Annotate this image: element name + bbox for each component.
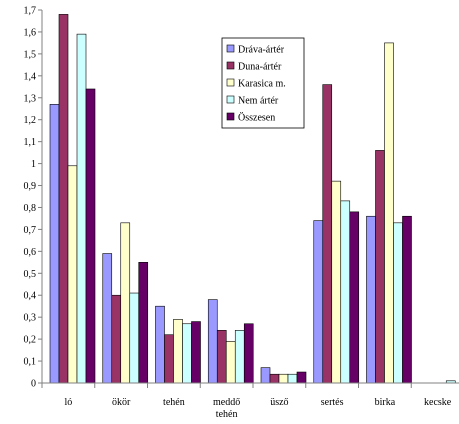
x-tick-label: ökör — [112, 397, 131, 408]
bar-1-5 — [260, 367, 271, 384]
y-tick-label: 0,7 — [24, 225, 37, 236]
x-tick-label: tehén — [163, 397, 185, 408]
bar-4-2 — [129, 292, 140, 384]
y-tick-label: 1,2 — [24, 115, 37, 126]
bar-4-3 — [182, 323, 192, 384]
bar-3-5 — [278, 373, 289, 384]
bar-1-2 — [102, 253, 113, 384]
bar-4-4 — [234, 330, 245, 384]
bars-layer — [49, 14, 456, 384]
x-tick-label: meddő tehén — [213, 397, 240, 420]
bar-5-1 — [85, 88, 96, 384]
bar-3-7 — [384, 42, 394, 384]
bar-4-6 — [340, 200, 351, 384]
bar-1-1 — [49, 104, 60, 384]
y-tick-label: 0,1 — [24, 357, 37, 368]
y-tick-label: 0,5 — [24, 269, 37, 280]
bar-3-1 — [67, 165, 78, 384]
x-tick-label: kecske — [424, 397, 452, 408]
legend-label: Dráva-ártér — [238, 45, 285, 56]
y-tick-label: 0,8 — [24, 203, 37, 214]
y-tick-label: 1,7 — [24, 6, 37, 17]
bar-1-3 — [155, 305, 165, 384]
bar-5-4 — [243, 323, 254, 384]
legend-swatch — [226, 112, 235, 121]
y-tick-label: 0,3 — [24, 313, 37, 324]
bar-5-7 — [402, 215, 412, 384]
legend: Dráva-ártér Duna-ártér Karasica m. Nem árté… — [221, 37, 305, 129]
bar-5-3 — [191, 321, 201, 384]
y-tick-label: 1,1 — [24, 137, 37, 148]
x-tick-label: sertés — [321, 397, 344, 408]
y-tick-label: 1,4 — [24, 71, 37, 82]
legend-label: Nem ártér — [238, 96, 279, 107]
y-tick-label: 0,6 — [24, 247, 37, 258]
bar-3-2 — [120, 222, 131, 384]
bar-3-3 — [173, 319, 183, 384]
y-tick-label: 0,9 — [24, 181, 37, 192]
bar-2-7 — [375, 150, 385, 384]
bar-2-3 — [164, 334, 174, 384]
x-tick-label: ló — [64, 397, 72, 408]
bar-1-4 — [207, 299, 218, 384]
legend-label: Duna-ártér — [238, 62, 282, 73]
legend-swatch — [226, 95, 235, 104]
bar-2-6 — [322, 84, 333, 384]
bar-2-5 — [269, 373, 280, 384]
bar-2-4 — [216, 330, 227, 384]
axes-layer: 0 0,1 0,2 0,3 0,4 0,5 0,6 0,7 0,8 0,9 1 1,1 1,2 1,3 1,… — [24, 6, 459, 420]
bar-1-7 — [366, 215, 376, 384]
bar-5-5 — [296, 371, 307, 384]
y-tick-label: 1 — [31, 159, 36, 170]
legend-box — [221, 37, 305, 129]
bar-5-2 — [138, 262, 149, 384]
bar-3-6 — [331, 180, 342, 384]
bar-2-1 — [58, 14, 69, 384]
legend-swatch — [226, 61, 235, 70]
bar-2-2 — [111, 294, 122, 384]
x-tick-label: birka — [375, 397, 396, 408]
legend-swatch — [226, 44, 235, 53]
bar-4-5 — [287, 373, 298, 384]
legend-swatch — [226, 78, 235, 87]
bar-5-6 — [349, 211, 360, 384]
y-tick-label: 0,2 — [24, 335, 37, 346]
bar-4-1 — [76, 33, 87, 384]
y-tick-label: 1,3 — [24, 93, 37, 104]
y-tick-label: 1,6 — [24, 27, 37, 38]
y-tick-label: 0 — [31, 379, 36, 390]
bar-1-6 — [313, 220, 324, 384]
legend-label: Karasica m. — [238, 79, 286, 90]
y-tick-label: 1,5 — [24, 49, 37, 60]
y-tick-label: 0,4 — [24, 291, 37, 302]
x-tick-label: üsző — [270, 397, 288, 408]
bar-4-7 — [393, 222, 403, 384]
legend-label: Összesen — [238, 112, 275, 124]
bar-3-4 — [225, 341, 236, 384]
